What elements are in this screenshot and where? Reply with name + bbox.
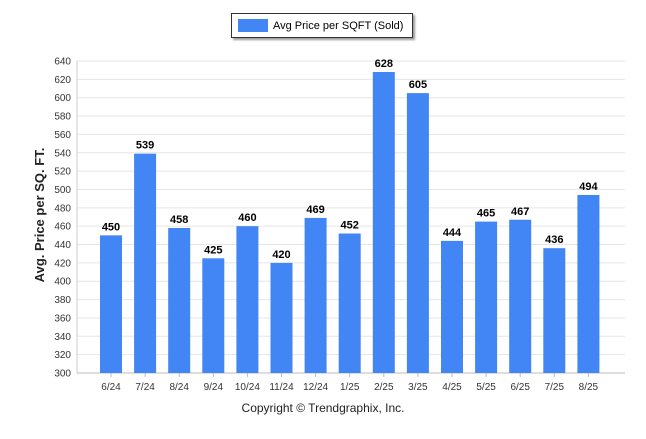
x-tick-label: 6/25 bbox=[510, 382, 530, 393]
x-tick-label: 1/25 bbox=[340, 382, 360, 393]
x-tick-label: 10/24 bbox=[235, 382, 260, 393]
x-tick-label: 12/24 bbox=[303, 382, 328, 393]
data-label: 420 bbox=[272, 249, 290, 261]
x-tick-labels: 6/24 7/24 8/24 9/24 10/24 11/24 12/24 1/25 2/25 3… bbox=[101, 373, 599, 393]
y-tick-label: 400 bbox=[54, 277, 71, 288]
y-tick-label: 480 bbox=[54, 203, 71, 214]
bar bbox=[100, 235, 122, 373]
bar bbox=[543, 248, 566, 373]
bar bbox=[236, 226, 259, 373]
bar bbox=[577, 194, 600, 373]
y-tick-label: 520 bbox=[54, 167, 71, 178]
y-tick-label: 540 bbox=[54, 148, 71, 159]
data-label: 452 bbox=[341, 220, 359, 232]
data-label: 467 bbox=[511, 206, 529, 218]
data-label: 460 bbox=[238, 212, 256, 224]
x-tick-label: 2/25 bbox=[374, 382, 394, 393]
bar bbox=[304, 217, 327, 373]
data-label: 436 bbox=[545, 234, 563, 246]
x-tick-label: 8/25 bbox=[579, 382, 599, 393]
data-label: 458 bbox=[170, 214, 188, 226]
y-tick-label: 600 bbox=[54, 93, 71, 104]
bar bbox=[372, 72, 395, 373]
legend: Avg Price per SQFT (Sold) bbox=[231, 13, 413, 38]
bar bbox=[168, 228, 191, 373]
y-tick-label: 620 bbox=[54, 75, 71, 86]
data-label: 425 bbox=[204, 244, 222, 256]
bar bbox=[134, 153, 157, 373]
y-tick-label: 300 bbox=[54, 369, 71, 380]
y-tick-label: 580 bbox=[54, 112, 71, 123]
x-tick-label: 8/24 bbox=[169, 382, 189, 393]
x-tick-label: 5/25 bbox=[476, 382, 496, 393]
x-tick-label: 7/25 bbox=[545, 382, 565, 393]
bar bbox=[509, 219, 532, 373]
y-tick-label: 460 bbox=[54, 222, 71, 233]
bars bbox=[100, 72, 600, 373]
legend-label: Avg Price per SQFT (Sold) bbox=[273, 19, 404, 32]
x-tick-label: 9/24 bbox=[204, 382, 224, 393]
y-tick-label: 420 bbox=[54, 258, 71, 269]
x-tick-label: 7/24 bbox=[135, 382, 155, 393]
y-tick-label: 360 bbox=[54, 313, 71, 324]
data-label: 494 bbox=[579, 181, 598, 193]
bar bbox=[406, 93, 429, 373]
data-label: 465 bbox=[477, 208, 495, 220]
y-axis-title: Avg. Price per SQ. FT. bbox=[32, 148, 47, 283]
x-tick-label: 6/24 bbox=[101, 382, 121, 393]
y-tick-label: 640 bbox=[54, 57, 71, 68]
y-tick-label: 340 bbox=[54, 332, 71, 343]
y-tick-label: 560 bbox=[54, 130, 71, 141]
y-tick-labels: 300 320 340 360 380 400 420 440 460 480 500 520 540 5… bbox=[54, 57, 71, 380]
bar bbox=[441, 240, 463, 373]
data-label: 628 bbox=[375, 58, 393, 70]
y-tick-label: 440 bbox=[54, 240, 71, 251]
data-label: 469 bbox=[306, 204, 324, 216]
y-tick-label: 380 bbox=[54, 295, 71, 306]
bar bbox=[338, 233, 361, 373]
bar bbox=[202, 258, 225, 373]
bar bbox=[270, 262, 293, 373]
bar bbox=[475, 221, 498, 373]
data-label: 444 bbox=[443, 227, 462, 239]
data-label: 450 bbox=[102, 221, 120, 233]
x-tick-label: 11/24 bbox=[269, 382, 294, 393]
data-labels: 450 539 458 425 460 420 469 452 628 605 444 465 467 4… bbox=[102, 58, 599, 261]
x-tick-label: 4/25 bbox=[442, 382, 462, 393]
y-tick-label: 320 bbox=[54, 350, 71, 361]
x-tick-label: 3/25 bbox=[408, 382, 428, 393]
y-tick-label: 500 bbox=[54, 185, 71, 196]
legend-swatch bbox=[238, 19, 268, 32]
copyright-text: Copyright © Trendgraphix, Inc. bbox=[241, 401, 405, 415]
data-label: 539 bbox=[136, 140, 154, 152]
data-label: 605 bbox=[409, 79, 427, 91]
